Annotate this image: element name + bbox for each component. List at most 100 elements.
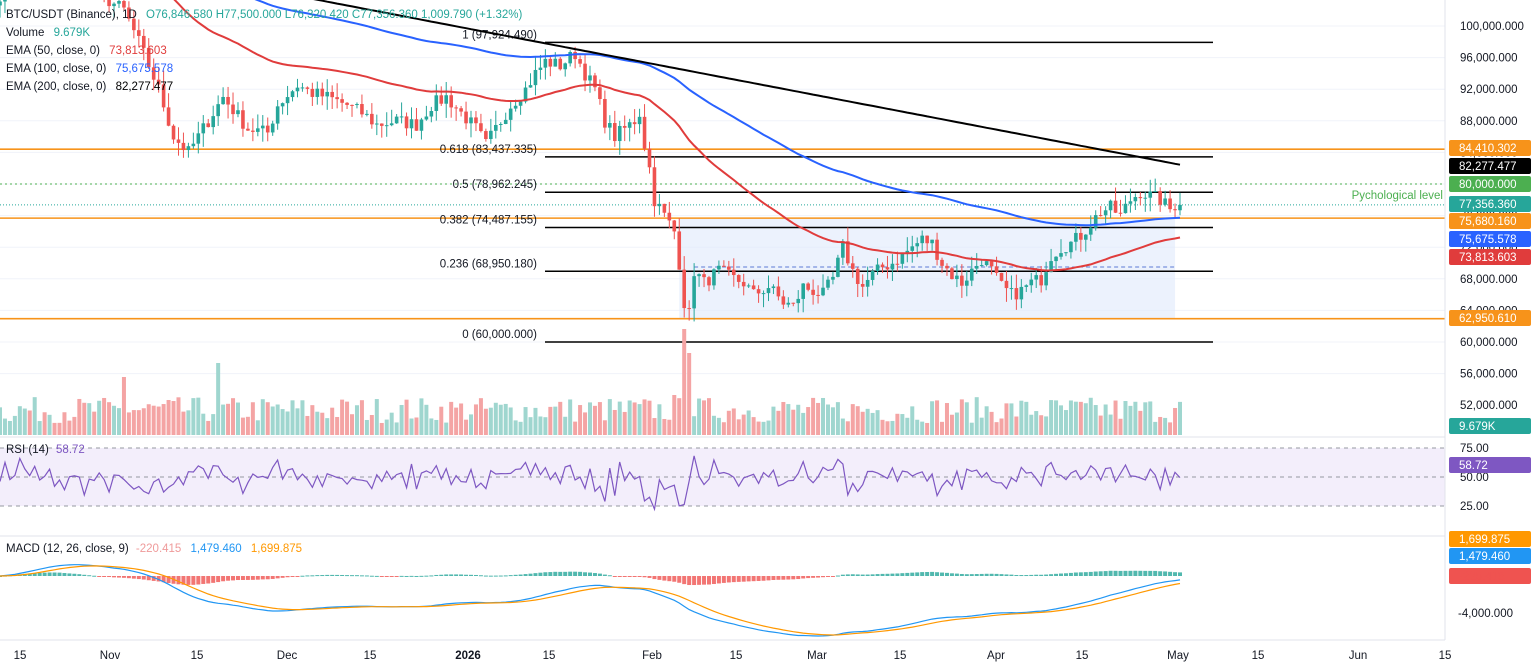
volume-bar [1049,400,1054,435]
macd-hist-bar [1049,574,1054,576]
macd-hist-bar [1158,571,1163,576]
candle-body [940,259,944,266]
candle-body [608,123,612,128]
macd-legend-label[interactable]: MACD (12, 26, close, 9) [6,543,129,555]
volume-bar [1158,416,1163,435]
volume-bar [969,422,974,435]
ema200-legend-label[interactable]: EMA (200, close, 0) [6,81,107,93]
macd-hist-bar [944,572,949,576]
macd-hist-bar [855,574,860,576]
macd-hist-bar [771,576,776,580]
candle-body [558,58,563,70]
candle-body [236,110,240,115]
macd-hist-bar [404,575,409,577]
candle-body [280,103,285,107]
candle-body [955,275,959,280]
macd-hist-bar [1083,572,1088,576]
volume-bar [201,413,206,435]
ema50-legend-label[interactable]: EMA (50, close, 0) [6,45,100,57]
candle-body [1014,288,1019,300]
candle-body [493,124,498,131]
macd-hist-bar [890,573,895,576]
macd-hist-bar [667,576,672,582]
price-label: 73,813.603 [1459,252,1517,264]
rsi-legend-label[interactable]: RSI (14) [6,444,49,456]
candle-body [503,119,508,124]
candle-body [1143,197,1148,199]
candle-body [801,283,805,299]
volume-bar [424,404,429,435]
candle-body [429,111,434,117]
macd-hist-bar [692,576,697,586]
macd-hist-bar [969,574,974,576]
candle-body [1064,252,1068,254]
macd-hist-bar [1128,570,1133,576]
macd-hist-bar [1063,573,1068,576]
macd-hist-bar [697,576,702,585]
candle-body [256,128,260,132]
volume-legend-label[interactable]: Volume [6,27,45,39]
candle-body [122,1,126,8]
candle-body [206,123,211,128]
volume-bar [855,406,860,435]
price-label-bg [1449,249,1531,265]
macd-hist-bar [87,575,92,577]
volume-bar [275,404,280,435]
candle-body [1168,198,1172,210]
volume-bar [1133,401,1138,435]
macd-hist-bar [607,575,612,577]
volume-bar [776,410,781,435]
volume-bar [82,402,87,435]
volume-bar [756,421,761,435]
macd-hist-bar [290,576,295,577]
macd-hist-bar [1029,574,1034,576]
candle-body [360,104,364,115]
volume-bar [77,398,82,435]
volume-bar [716,417,721,435]
volume-bar [627,400,632,435]
ema-lines [173,0,1181,272]
volume-bar [1029,414,1034,435]
time-axis[interactable]: 15 Nov 15 Dec 15 2026 15 Feb 15 Mar 15 Apr 15 May 15 Ju… [14,650,1452,662]
volume-bar [196,397,201,435]
candle-body [156,79,161,85]
candle-body [702,274,706,278]
ema100-legend-label[interactable]: EMA (100, close, 0) [6,63,107,75]
candle-body [310,88,315,97]
macd-hist-bar [637,576,642,577]
candle-body [865,279,870,287]
macd-hist-bar [1039,574,1044,576]
volume-bar [1178,401,1182,435]
macd-hist-bar [1034,574,1039,576]
macd-hist-bar [1163,571,1168,576]
macd-hist-bar [964,574,969,576]
macd-hist-bar [92,575,97,577]
volume-bar [771,406,776,435]
volume-bar [345,401,350,435]
volume-bar [999,418,1004,435]
macd-hist-bar [657,576,662,580]
candle-body [672,220,677,232]
candle-body [141,35,146,48]
candle-body [831,276,835,280]
volume-bar [211,414,216,435]
candle-body [350,104,354,106]
macd-hist-bar [454,574,459,576]
macd-hist-bar [364,575,369,577]
candle-body [915,243,920,247]
time-tick: Mar [807,650,827,662]
symbol-title[interactable]: BTC/USDT (Binance), 1D [6,9,137,21]
macd-hist-bar [335,574,340,576]
macd-hist-bar [469,574,474,576]
time-tick: 15 [1252,650,1265,662]
candle-body [573,51,577,60]
macd-hist-bar [568,571,573,576]
macd-hist-bar [97,576,102,577]
price-axis[interactable]: 100,000.000 96,000.000 92,000.000 88,000.00… [1444,0,1531,640]
macd-hist-bar [166,576,171,584]
macd-hist-bar [949,573,954,576]
volume-bar [538,416,543,435]
time-tick: Dec [277,650,298,662]
volume-bar [513,420,518,435]
